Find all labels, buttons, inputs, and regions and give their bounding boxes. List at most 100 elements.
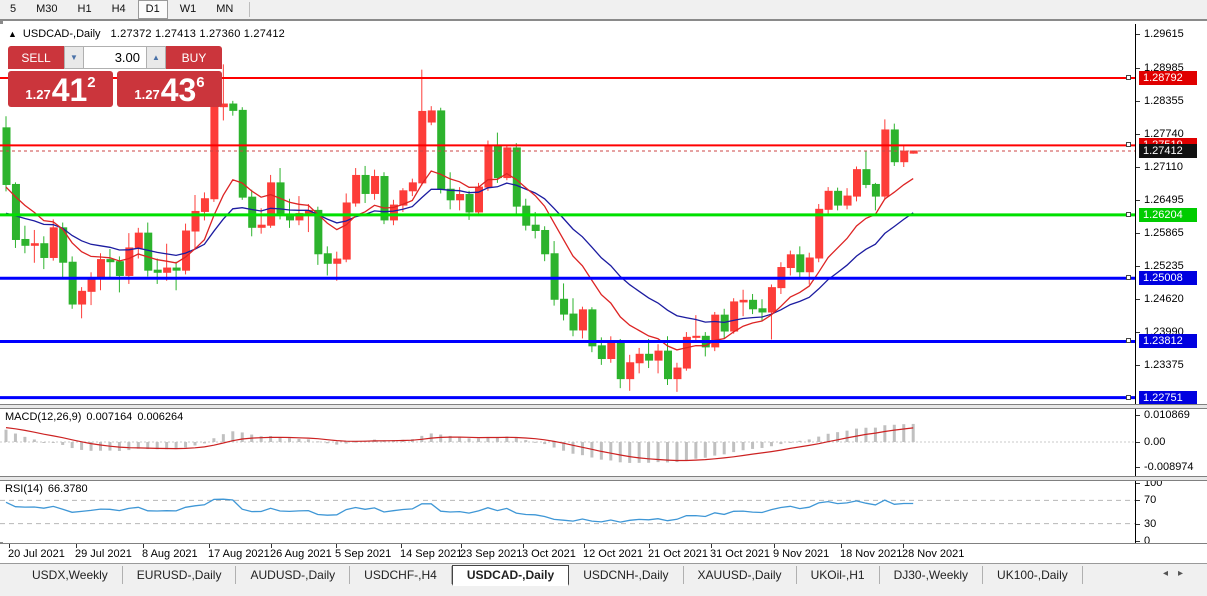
sell-price-prefix: 1.27 xyxy=(25,87,51,102)
line-handle[interactable] xyxy=(1126,142,1131,148)
axis-tick-mark xyxy=(1136,541,1140,542)
chart-tab-uk100-daily[interactable]: UK100-,Daily xyxy=(983,566,1083,584)
timeframe-button-h4[interactable]: H4 xyxy=(111,3,126,15)
sell-price-sup: 2 xyxy=(87,74,96,91)
toolbar-separator xyxy=(249,2,251,17)
axis-tick-mark xyxy=(1136,415,1140,416)
macd-main-value: 0.007164 xyxy=(86,411,133,423)
chart-ohlc-values: 1.27372 1.27413 1.27360 1.27412 xyxy=(110,28,285,40)
axis-tick-mark xyxy=(1136,364,1140,366)
buy-price-sup: 6 xyxy=(196,74,205,91)
price-tick-label: 1.25865 xyxy=(1144,226,1184,239)
axis-tick-mark xyxy=(1136,266,1140,268)
date-tick-mark xyxy=(336,544,337,548)
chart-tab-audusd-daily[interactable]: AUDUSD-,Daily xyxy=(236,566,351,584)
date-tick-label: 23 Sep 2021 xyxy=(460,548,523,560)
date-tick-mark xyxy=(76,544,77,548)
chart-tab-usdchf-h4[interactable]: USDCHF-,H4 xyxy=(350,566,452,584)
price-axis[interactable]: 1.29615 1.28985 1.28355 1.27740 1.27110 1.264… xyxy=(1135,24,1207,547)
one-click-panel-toggle-icon[interactable]: ▲ xyxy=(8,29,17,39)
price-tick-label: 1.25235 xyxy=(1144,260,1184,273)
line-handle[interactable] xyxy=(1126,75,1131,80)
chart-tab-dj30-weekly[interactable]: DJ30-,Weekly xyxy=(880,566,984,584)
date-tick-label: 29 Jul 2021 xyxy=(75,548,132,560)
price-tick-label: 1.27110 xyxy=(1144,160,1183,173)
date-tick-mark xyxy=(711,544,712,548)
date-tick-label: 17 Aug 2021 xyxy=(208,548,270,560)
axis-tick-mark xyxy=(1136,500,1140,502)
date-tick-mark xyxy=(649,544,650,548)
chart-tab-ukoil-h1[interactable]: UKOil-,H1 xyxy=(797,566,880,584)
axis-tick-mark xyxy=(1136,133,1140,135)
axis-tick-mark xyxy=(1136,166,1140,168)
rsi-tick-label: 70 xyxy=(1144,494,1157,507)
line-handle[interactable] xyxy=(1126,211,1131,217)
panel-splitter[interactable] xyxy=(0,404,1207,409)
chart-tab-bar: USDX,Weekly EURUSD-,Daily AUDUSD-,Daily USD… xyxy=(0,563,1207,596)
axis-tick-mark xyxy=(1136,442,1140,443)
chart-tab-xauusd-daily[interactable]: XAUUSD-,Daily xyxy=(684,566,797,584)
date-tick-mark xyxy=(903,544,904,548)
rsi-tick-label: 30 xyxy=(1144,517,1157,530)
axis-tick-mark xyxy=(1136,34,1140,36)
level-price-badge: 1.28792 xyxy=(1139,71,1197,85)
price-tick-label: 1.28355 xyxy=(1144,95,1184,108)
axis-tick-mark xyxy=(1136,467,1140,468)
timeframe-button-h1[interactable]: H1 xyxy=(77,3,92,15)
rsi-indicator-panel[interactable] xyxy=(0,481,1135,542)
volume-increase-icon[interactable]: ▲ xyxy=(146,46,166,69)
date-tick-mark xyxy=(271,544,272,548)
macd-indicator-panel[interactable] xyxy=(0,409,1135,476)
timeframe-button-m30[interactable]: M30 xyxy=(36,3,58,15)
buy-price-box[interactable]: 1.27 43 6 xyxy=(117,71,222,107)
sell-price-box[interactable]: 1.27 41 2 xyxy=(8,71,113,107)
chart-title: ▲ USDCAD-,Daily 1.27372 1.27413 1.27360 … xyxy=(8,27,285,41)
price-tick-label: 1.28985 xyxy=(1144,61,1184,74)
sell-price-big: 41 xyxy=(51,72,88,108)
price-tick-label: 1.24620 xyxy=(1144,292,1184,305)
price-chart-area[interactable] xyxy=(0,24,1135,405)
date-tick-mark xyxy=(401,544,402,548)
timeframe-button-d1[interactable]: D1 xyxy=(137,0,168,19)
panel-splitter[interactable] xyxy=(0,476,1207,481)
volume-decrease-icon[interactable]: ▼ xyxy=(64,46,84,69)
chart-tab-eurusd-daily[interactable]: EURUSD-,Daily xyxy=(123,566,237,584)
line-handle[interactable] xyxy=(1126,394,1131,400)
date-tick-label: 3 Oct 2021 xyxy=(522,548,576,560)
timeframe-button-w1[interactable]: W1 xyxy=(179,3,197,15)
volume-input[interactable]: 3.00 xyxy=(84,46,146,69)
scroll-left-icon[interactable]: ◂ xyxy=(1162,568,1178,579)
timeframe-button-5[interactable]: 5 xyxy=(10,3,17,15)
chart-tab-usdx-weekly[interactable]: USDX,Weekly xyxy=(18,566,123,584)
macd-label: MACD(12,26,9) 0.007164 0.006264 xyxy=(5,411,188,423)
date-tick-label: 21 Oct 2021 xyxy=(648,548,708,560)
timeframe-button-mn[interactable]: MN xyxy=(216,3,234,15)
axis-tick-mark xyxy=(1136,483,1140,484)
buy-button[interactable]: BUY xyxy=(166,46,222,69)
scroll-right-icon[interactable]: ▸ xyxy=(1177,568,1193,579)
line-handle[interactable] xyxy=(1126,338,1131,344)
price-tick-label: 1.27740 xyxy=(1144,127,1184,140)
date-tick-label: 9 Nov 2021 xyxy=(773,548,830,560)
date-tick-label: 18 Nov 2021 xyxy=(840,548,903,560)
date-tick-label: 14 Sep 2021 xyxy=(400,548,463,560)
macd-signal-value: 0.006264 xyxy=(137,411,184,423)
axis-tick-mark xyxy=(1136,232,1140,234)
rsi-value: 66.3780 xyxy=(47,483,88,495)
chart-tab-usdcad-daily[interactable]: USDCAD-,Daily xyxy=(451,564,570,586)
line-handle[interactable] xyxy=(1126,275,1131,281)
level-price-badge: 1.22751 xyxy=(1139,390,1197,405)
date-tick-mark xyxy=(209,544,210,548)
axis-tick-mark xyxy=(1136,101,1140,103)
buy-price-big: 43 xyxy=(160,72,197,108)
chart-tab-usdcnh-daily[interactable]: USDCNH-,Daily xyxy=(569,566,684,584)
rsi-tick-label: 0 xyxy=(1144,535,1151,547)
axis-tick-mark xyxy=(1136,332,1140,334)
date-axis[interactable]: 20 Jul 2021 29 Jul 2021 8 Aug 2021 17 Aug 2… xyxy=(0,543,1207,563)
price-tick-label: 1.29615 xyxy=(1144,28,1184,41)
date-tick-mark xyxy=(143,544,144,548)
sell-button[interactable]: SELL xyxy=(8,46,64,69)
date-tick-mark xyxy=(461,544,462,548)
date-tick-label: 26 Aug 2021 xyxy=(270,548,332,560)
